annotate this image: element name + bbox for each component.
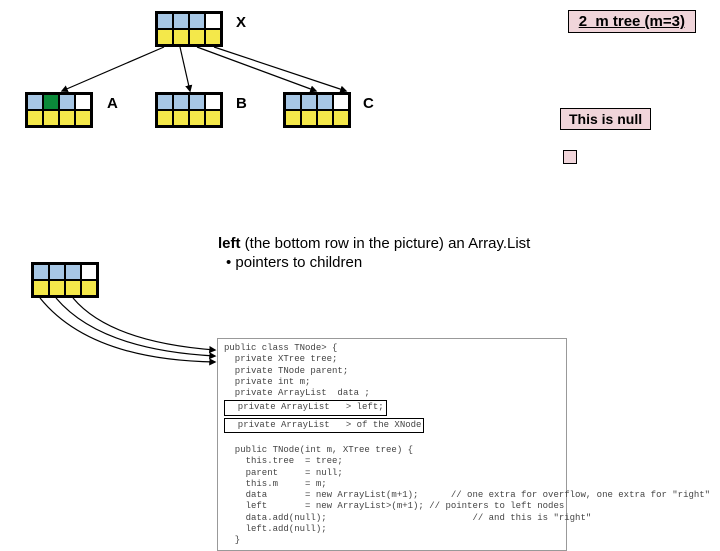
node-C [283, 92, 351, 128]
cell [301, 110, 317, 126]
cell [157, 13, 173, 29]
node-D [31, 262, 99, 298]
cell [27, 110, 43, 126]
body-text-bold: left [218, 235, 241, 252]
cell [157, 94, 173, 110]
cell [317, 94, 333, 110]
body-text: left (the bottom row in the picture) an … [218, 235, 530, 273]
pointer-edge [56, 298, 215, 356]
cell [27, 94, 43, 110]
cell [43, 94, 59, 110]
node-A [25, 92, 93, 128]
tree-edge [214, 47, 346, 91]
code-highlight: private ArrayList > left; [224, 400, 387, 415]
cell [59, 94, 75, 110]
cell [49, 280, 65, 296]
cell [157, 110, 173, 126]
cell [43, 110, 59, 126]
cell [205, 29, 221, 45]
cell [189, 13, 205, 29]
null-label: This is null [560, 108, 651, 130]
cell [173, 13, 189, 29]
node-label-C: C [363, 95, 374, 112]
cell [81, 280, 97, 296]
cell [33, 264, 49, 280]
pointer-edge [73, 298, 215, 350]
cell [301, 94, 317, 110]
cell [205, 110, 221, 126]
cell [317, 110, 333, 126]
code-box: public class TNode> { private XTree tree… [217, 338, 567, 551]
cell [33, 280, 49, 296]
null-square [563, 150, 577, 164]
cell [285, 110, 301, 126]
body-text-rest: (the bottom row in the picture) an Array… [241, 235, 531, 252]
cell [65, 264, 81, 280]
cell [189, 110, 205, 126]
code-highlight: private ArrayList > of the XNode [224, 418, 424, 433]
node-label-X: X [236, 14, 246, 31]
cell [173, 94, 189, 110]
cell [333, 110, 349, 126]
cell [59, 110, 75, 126]
cell [173, 29, 189, 45]
node-X [155, 11, 223, 47]
tree-edge [180, 47, 190, 91]
pointer-edge [40, 298, 215, 362]
node-B [155, 92, 223, 128]
tree-edge [197, 47, 316, 91]
cell [205, 13, 221, 29]
cell [75, 94, 91, 110]
cell [75, 110, 91, 126]
cell [205, 94, 221, 110]
cell [173, 110, 189, 126]
cell [65, 280, 81, 296]
tree-edge [62, 47, 164, 91]
cell [49, 264, 65, 280]
cell [285, 94, 301, 110]
cell [189, 94, 205, 110]
node-label-A: A [107, 95, 118, 112]
body-text-bullet: • pointers to children [218, 254, 362, 271]
cell [189, 29, 205, 45]
cell [333, 94, 349, 110]
cell [81, 264, 97, 280]
cell [157, 29, 173, 45]
title-box: 2_m tree (m=3) [568, 10, 696, 33]
node-label-B: B [236, 95, 247, 112]
